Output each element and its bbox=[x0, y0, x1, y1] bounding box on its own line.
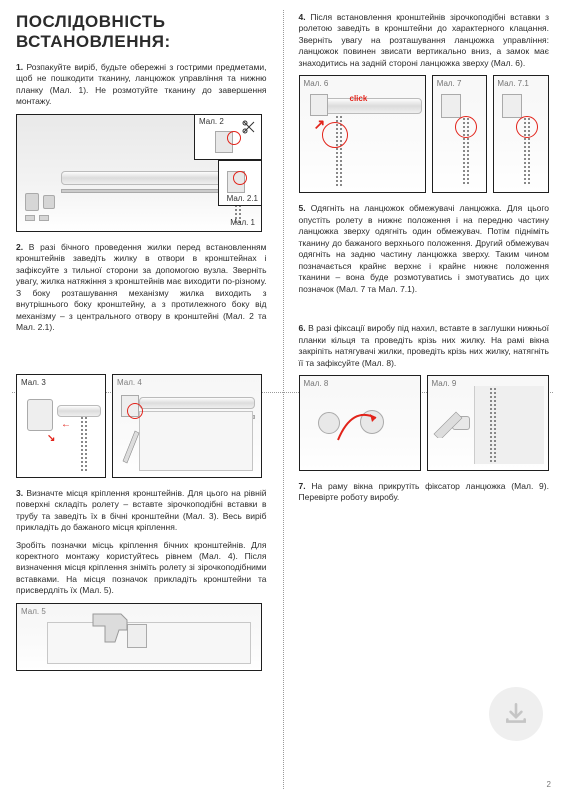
fig-8: Мал. 8 bbox=[299, 375, 421, 471]
step-3a: 3. Визначте місця кріплення кронштейнів.… bbox=[16, 488, 267, 534]
fig-2: Мал. 2 bbox=[194, 114, 262, 160]
drill-icon bbox=[91, 606, 141, 646]
step-3b: Зробіть позначки місць кріплення бічних … bbox=[16, 540, 267, 597]
fig-6: Мал. 6 click ↗ bbox=[299, 75, 426, 193]
fig-row-3: Мал. 6 click ↗ Мал. 7 Мал. 7.1 bbox=[299, 75, 550, 193]
page-number: 2 bbox=[547, 780, 551, 789]
step-7: 7. На раму вікна прикрутіть фіксатор лан… bbox=[299, 481, 550, 504]
red-arrow-icon: ← bbox=[61, 419, 71, 430]
fig-3: Мал. 3 ↘ ← bbox=[16, 374, 106, 478]
fig-9: Мал. 9 bbox=[427, 375, 549, 471]
fig-7-1: Мал. 7.1 bbox=[493, 75, 549, 193]
fig-2-1: Мал. 2.1 bbox=[218, 160, 262, 206]
step-6: 6. В разі фіксації виробу під нахил, вст… bbox=[299, 323, 550, 369]
fig-row-1: Мал. 1 Мал. 2 Мал. 2.1 bbox=[16, 114, 267, 234]
page-title: ПОСЛІДОВНІСТЬ ВСТАНОВЛЕННЯ: bbox=[16, 12, 267, 52]
step-4: 4. Після встановлення кронштейнів зірочк… bbox=[299, 12, 550, 69]
watermark-icon bbox=[489, 687, 543, 741]
click-label: click bbox=[350, 94, 368, 103]
red-arrow-icon bbox=[332, 400, 382, 450]
fig-21-label: Мал. 2.1 bbox=[227, 194, 258, 203]
fig-row-4: Мал. 8 Мал. 9 bbox=[299, 375, 550, 471]
page: ПОСЛІДОВНІСТЬ ВСТАНОВЛЕННЯ: 1. Розпакуйт… bbox=[0, 0, 565, 799]
red-arrow-icon: ↘ bbox=[47, 433, 55, 444]
fig-row-2: Мал. 3 ↘ ← Мал. 4 bbox=[16, 374, 267, 478]
fig-4: Мал. 4 bbox=[112, 374, 262, 478]
fig-2-label: Мал. 2 bbox=[199, 117, 224, 126]
right-column: 4. Після встановлення кронштейнів зірочк… bbox=[283, 0, 565, 799]
red-arrow-icon: ↗ bbox=[314, 116, 326, 133]
pencil-icon bbox=[119, 425, 141, 465]
fig-7: Мал. 7 bbox=[432, 75, 488, 193]
step-1: 1. Розпакуйте виріб, будьте обережні з г… bbox=[16, 62, 267, 108]
fig-5: Мал. 5 bbox=[16, 603, 262, 671]
fig-3-label: Мал. 3 bbox=[21, 378, 46, 387]
step-5: 5. Одягніть на ланцюжок обмежувачі ланцю… bbox=[299, 203, 550, 295]
screwdriver-icon bbox=[432, 400, 472, 438]
fig-1: Мал. 1 Мал. 2 Мал. 2.1 bbox=[16, 114, 262, 232]
fig-1-label: Мал. 1 bbox=[230, 218, 255, 227]
scissors-icon bbox=[241, 119, 257, 135]
step-2: 2. В разі бічного проведення жилки перед… bbox=[16, 242, 267, 334]
left-column: ПОСЛІДОВНІСТЬ ВСТАНОВЛЕННЯ: 1. Розпакуйт… bbox=[0, 0, 283, 799]
